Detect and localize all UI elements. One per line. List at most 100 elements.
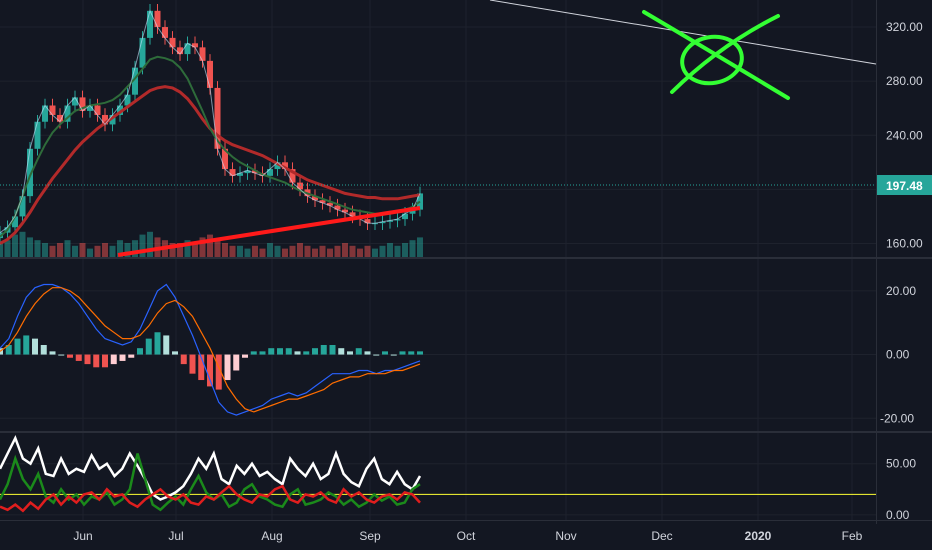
price-tick-label: 160.00 (886, 236, 923, 250)
volume-bar (394, 245, 401, 257)
trend-line-drawing[interactable] (489, 0, 877, 65)
time-axis[interactable]: Jun Jul Aug Sep Oct Nov Dec 2020 Feb (73, 529, 862, 543)
close-line (0, 9, 421, 234)
candle-body (297, 182, 303, 190)
macd-hist-bar (84, 354, 91, 365)
macd-hist-bar (355, 348, 362, 355)
candle-body (192, 43, 198, 48)
candle-body (57, 114, 63, 122)
candle-body (244, 170, 251, 174)
time-tick-label: Jun (73, 529, 92, 543)
volume-bar (94, 245, 101, 257)
macd-tick-label: 20.00 (886, 284, 916, 298)
macd-line (0, 283, 421, 416)
candle-body (327, 202, 333, 206)
support-trend-line[interactable] (117, 206, 421, 257)
macd-hist-bar (172, 351, 178, 355)
macd-hist-bar (242, 354, 248, 358)
volume-bar (147, 231, 153, 257)
macd-hist-bar (32, 338, 38, 355)
macd-tick-label: -20.00 (880, 411, 914, 425)
ma-mid-line (0, 55, 421, 238)
candle-body (342, 209, 348, 213)
moving-averages (0, 9, 421, 245)
candle-body (94, 105, 101, 115)
volume-bar (214, 240, 221, 257)
volume-bar (124, 243, 131, 257)
osc-tick-label: 50.00 (886, 457, 916, 471)
price-tick-label: 280.00 (886, 74, 923, 88)
pane-separator-1[interactable] (0, 257, 932, 259)
volume-bar (49, 245, 56, 257)
candle-body (154, 10, 161, 28)
macd-pane (0, 283, 423, 416)
price-scale[interactable]: 320.00280.00240.00200.00160.0020.000.00-… (880, 20, 923, 522)
volume-bar (342, 243, 348, 257)
candle-body (349, 212, 356, 217)
candle-body (229, 169, 236, 176)
candles (0, 4, 423, 245)
candle-body (379, 221, 386, 224)
candle-body (402, 213, 408, 220)
candle-body (409, 209, 416, 214)
candle-body (334, 205, 341, 210)
macd-hist-bar (67, 354, 73, 358)
last-price-badge: 197.48 (877, 175, 932, 195)
volume-bar (364, 245, 371, 257)
candle-body (109, 114, 116, 125)
candle-body (19, 196, 26, 217)
candle-body (12, 216, 18, 228)
volume-bar (297, 243, 303, 257)
macd-hist-bar (408, 351, 415, 355)
macd-hist-bar (312, 348, 318, 355)
volume-bar (19, 231, 26, 257)
pane-separator-2[interactable] (0, 431, 932, 433)
volume-bar (102, 243, 108, 257)
ma-slow-line (0, 85, 421, 245)
candle-body (177, 47, 183, 55)
time-tick-label: Jul (168, 529, 183, 543)
macd-hist-bar (215, 354, 222, 390)
cross-mark-drawing[interactable] (642, 10, 790, 100)
macd-hist-bar (329, 345, 336, 355)
time-tick-label: Feb (842, 529, 863, 543)
candle-body (312, 196, 318, 201)
macd-tick-label: 0.00 (886, 348, 910, 362)
volume-bar (34, 240, 41, 257)
candle-body (237, 173, 243, 176)
macd-hist-bar (110, 354, 117, 365)
macd-hist-bar (40, 345, 47, 355)
volume-bar (64, 240, 71, 257)
macd-hist-bar (180, 354, 187, 365)
macd-hist-bar (102, 354, 108, 368)
volume-bar (312, 248, 318, 257)
macd-hist-bar (399, 351, 406, 355)
macd-hist-bar (207, 354, 213, 387)
volume-bar (402, 243, 408, 257)
volume-bar (222, 243, 228, 257)
volume-bar (12, 234, 18, 257)
candle-body (147, 10, 153, 38)
volume-bar (267, 243, 273, 257)
volume-bar (259, 248, 266, 257)
time-tick-label: Dec (651, 529, 672, 543)
volume-bar (349, 245, 356, 257)
macd-hist-bar (0, 348, 3, 355)
time-tick-label: 2020 (745, 529, 772, 543)
candle-body (124, 94, 131, 106)
candle-body (42, 105, 48, 122)
volume-bar (117, 240, 123, 257)
macd-hist-bar (250, 351, 257, 355)
candle-body (162, 27, 168, 38)
volume-bar (237, 245, 243, 257)
macd-hist-bar (14, 338, 21, 355)
macd-hist-bar (364, 351, 371, 355)
macd-hist-bar (49, 351, 56, 355)
last-price-label: 197.48 (886, 179, 923, 193)
volume-bar (319, 245, 326, 257)
macd-hist-bar (347, 351, 353, 355)
macd-hist-bar (145, 338, 152, 355)
macd-hist-bar (119, 354, 126, 361)
